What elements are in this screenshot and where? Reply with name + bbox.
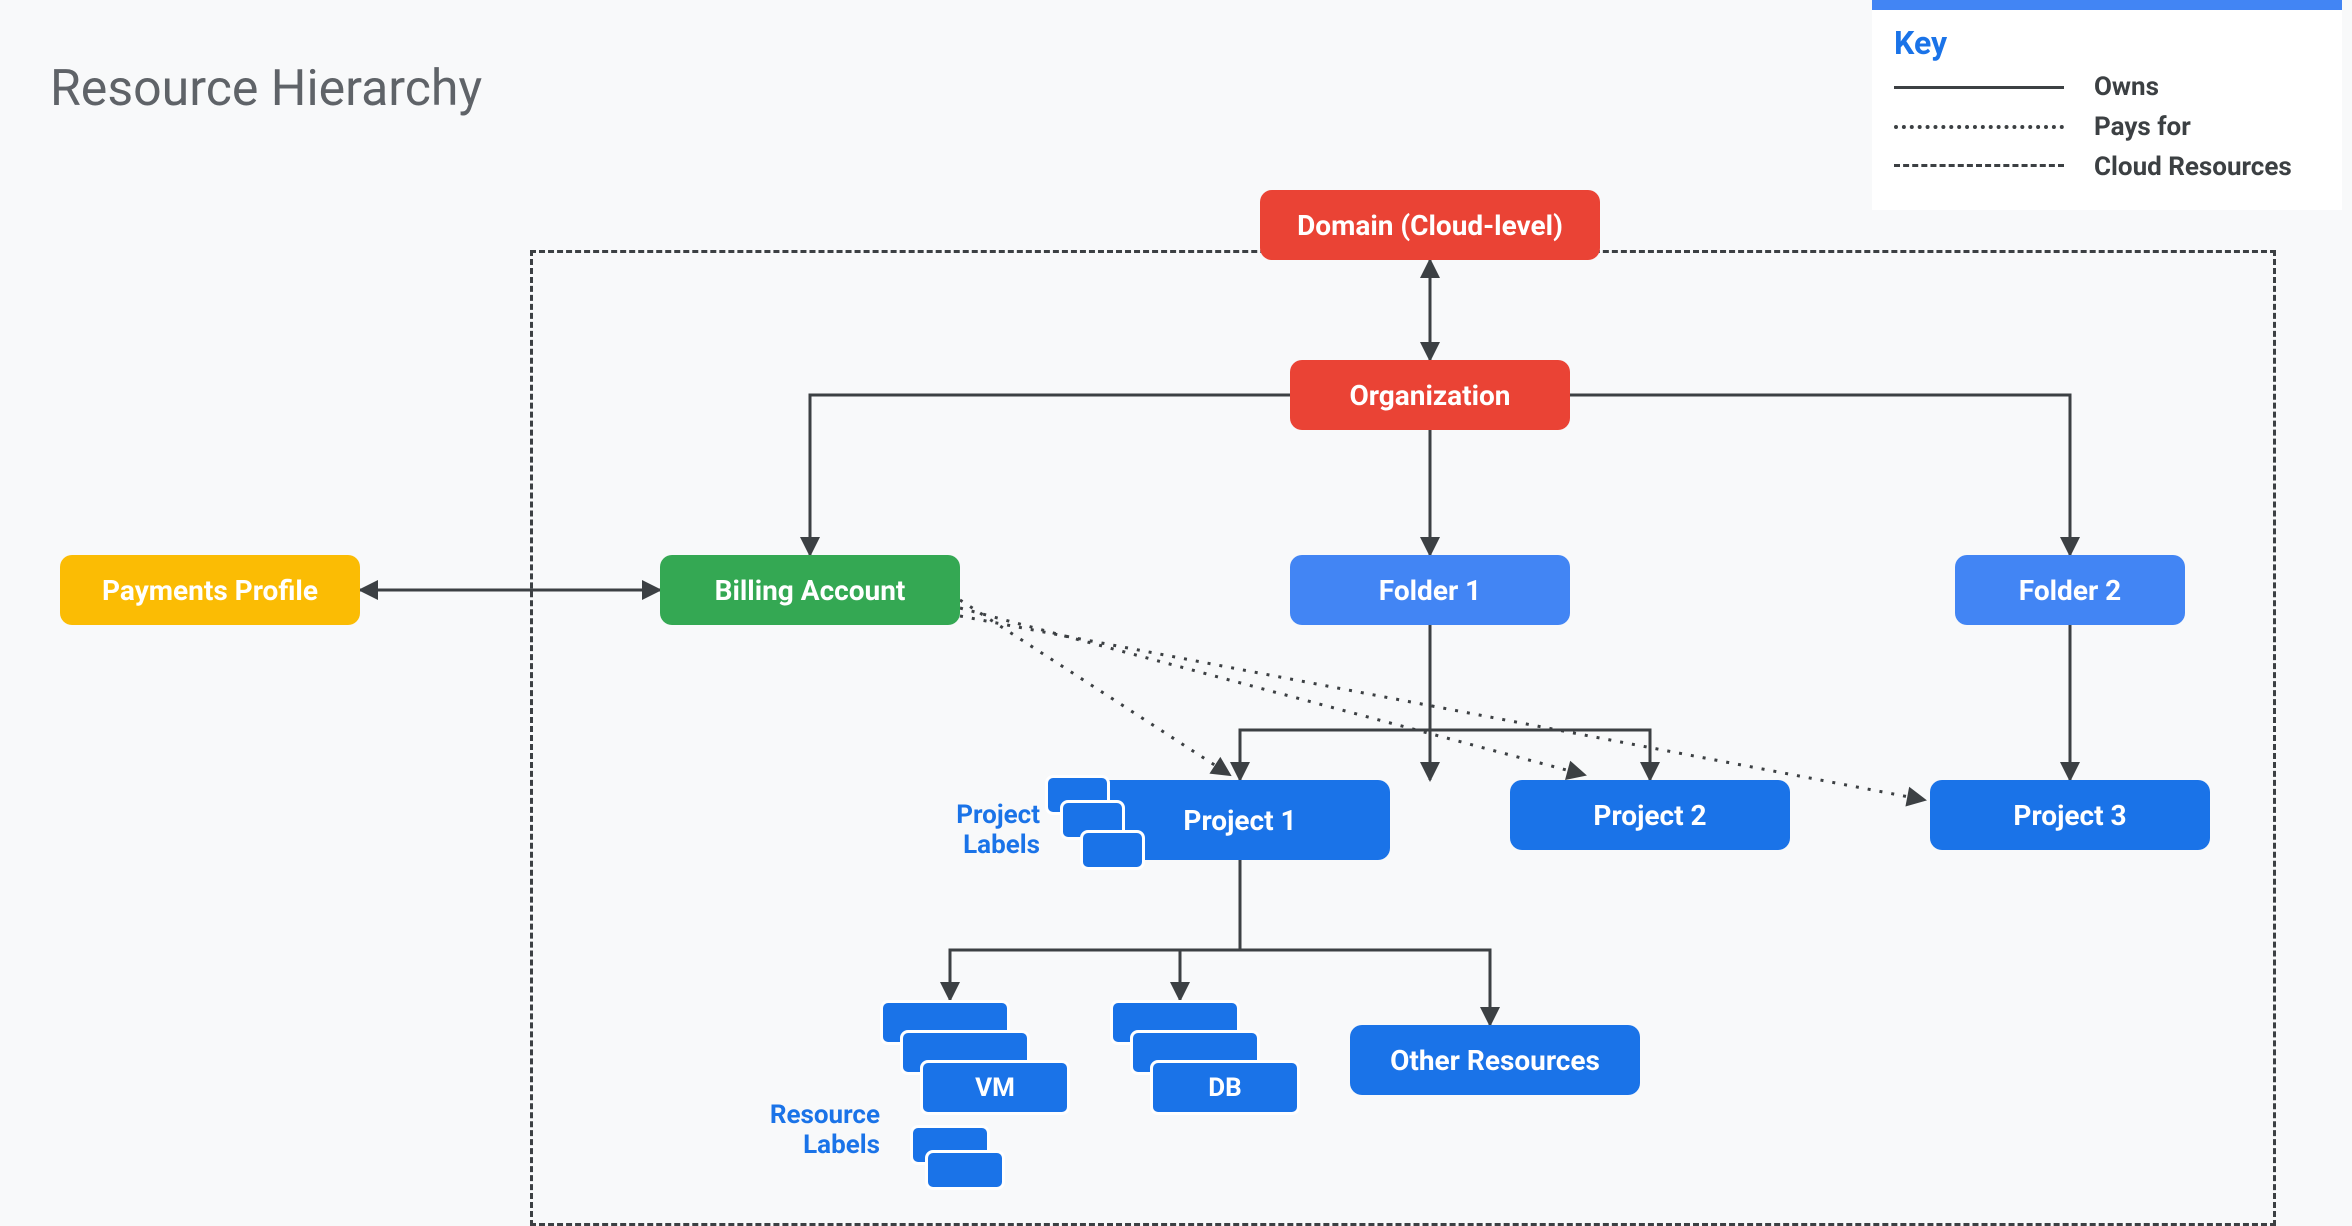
db-chip: DB (1150, 1060, 1300, 1115)
legend-box: Key Owns Pays for Cloud Resources (1872, 0, 2342, 210)
vm-chip: VM (920, 1060, 1070, 1115)
node-domain: Domain (Cloud-level) (1260, 190, 1600, 260)
node-organization: Organization (1290, 360, 1570, 430)
label-resource-labels: Resource Labels (720, 1100, 880, 1160)
node-other-resources: Other Resources (1350, 1025, 1640, 1095)
legend-line-dotted (1894, 125, 2064, 129)
legend-title: Key (1894, 24, 2320, 62)
legend-line-solid (1894, 86, 2064, 89)
legend-row-cloud: Cloud Resources (1894, 152, 2320, 182)
node-project-2: Project 2 (1510, 780, 1790, 850)
legend-row-pays: Pays for (1894, 112, 2320, 142)
node-project-3: Project 3 (1930, 780, 2210, 850)
legend-label-pays: Pays for (2094, 112, 2191, 142)
node-billing-account: Billing Account (660, 555, 960, 625)
legend-label-cloud: Cloud Resources (2094, 152, 2292, 182)
legend-row-owns: Owns (1894, 72, 2320, 102)
vm-chip (925, 1150, 1005, 1190)
label-project-labels: Project Labels (900, 800, 1040, 860)
project-labels-chip (1080, 830, 1145, 870)
legend-line-dashed (1894, 164, 2064, 167)
node-folder-1: Folder 1 (1290, 555, 1570, 625)
legend-label-owns: Owns (2094, 72, 2159, 102)
node-folder-2: Folder 2 (1955, 555, 2185, 625)
node-payments-profile: Payments Profile (60, 555, 360, 625)
page-title: Resource Hierarchy (50, 60, 482, 118)
diagram-stage: Resource Hierarchy Key Owns Pays for Clo… (0, 0, 2352, 1226)
